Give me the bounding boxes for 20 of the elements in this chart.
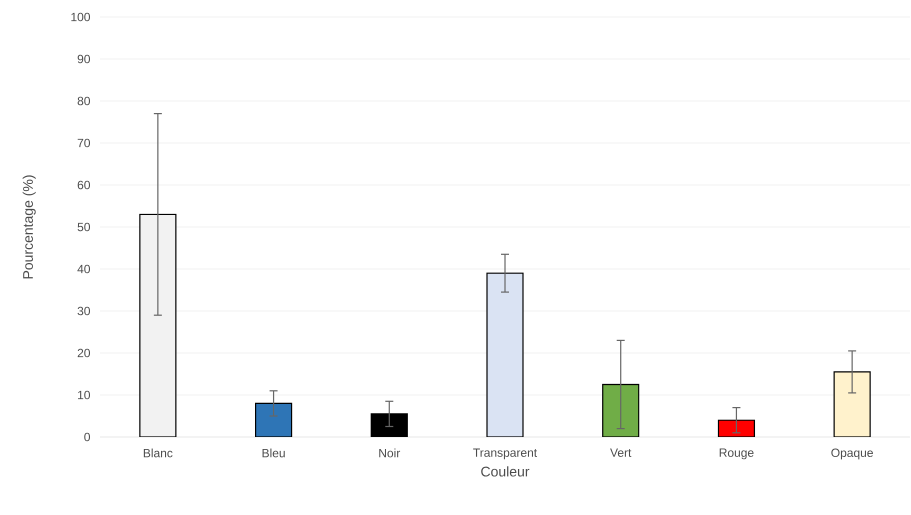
x-tick-label: Vert [610, 448, 632, 457]
x-tick-label: Opaque [831, 448, 873, 460]
y-tick-label: 20 [78, 348, 90, 358]
x-tick-label: Transparent [473, 448, 538, 460]
y-tick-label: 10 [78, 390, 90, 400]
y-tick-label: 0 [84, 432, 90, 442]
x-tick-label: Rouge [720, 448, 754, 460]
y-tick-label: 50 [78, 222, 90, 232]
y-tick-label: 40 [77, 264, 90, 274]
y-tick-label: 70 [78, 138, 90, 148]
y-tick-label: 100 [71, 12, 90, 22]
x-tick-label: Bleu [262, 448, 285, 458]
x-tick-label: Noir [379, 448, 400, 458]
y-tick-label: 60 [78, 180, 90, 190]
y-tick-label: 90 [78, 54, 90, 64]
y-axis-title: Pourcentage (%) [22, 175, 36, 278]
x-axis-title: Couleur [481, 466, 530, 477]
y-tick-label: 30 [78, 306, 90, 316]
y-tick-label: 80 [78, 96, 90, 106]
x-tick-label: Blanc [144, 448, 173, 458]
